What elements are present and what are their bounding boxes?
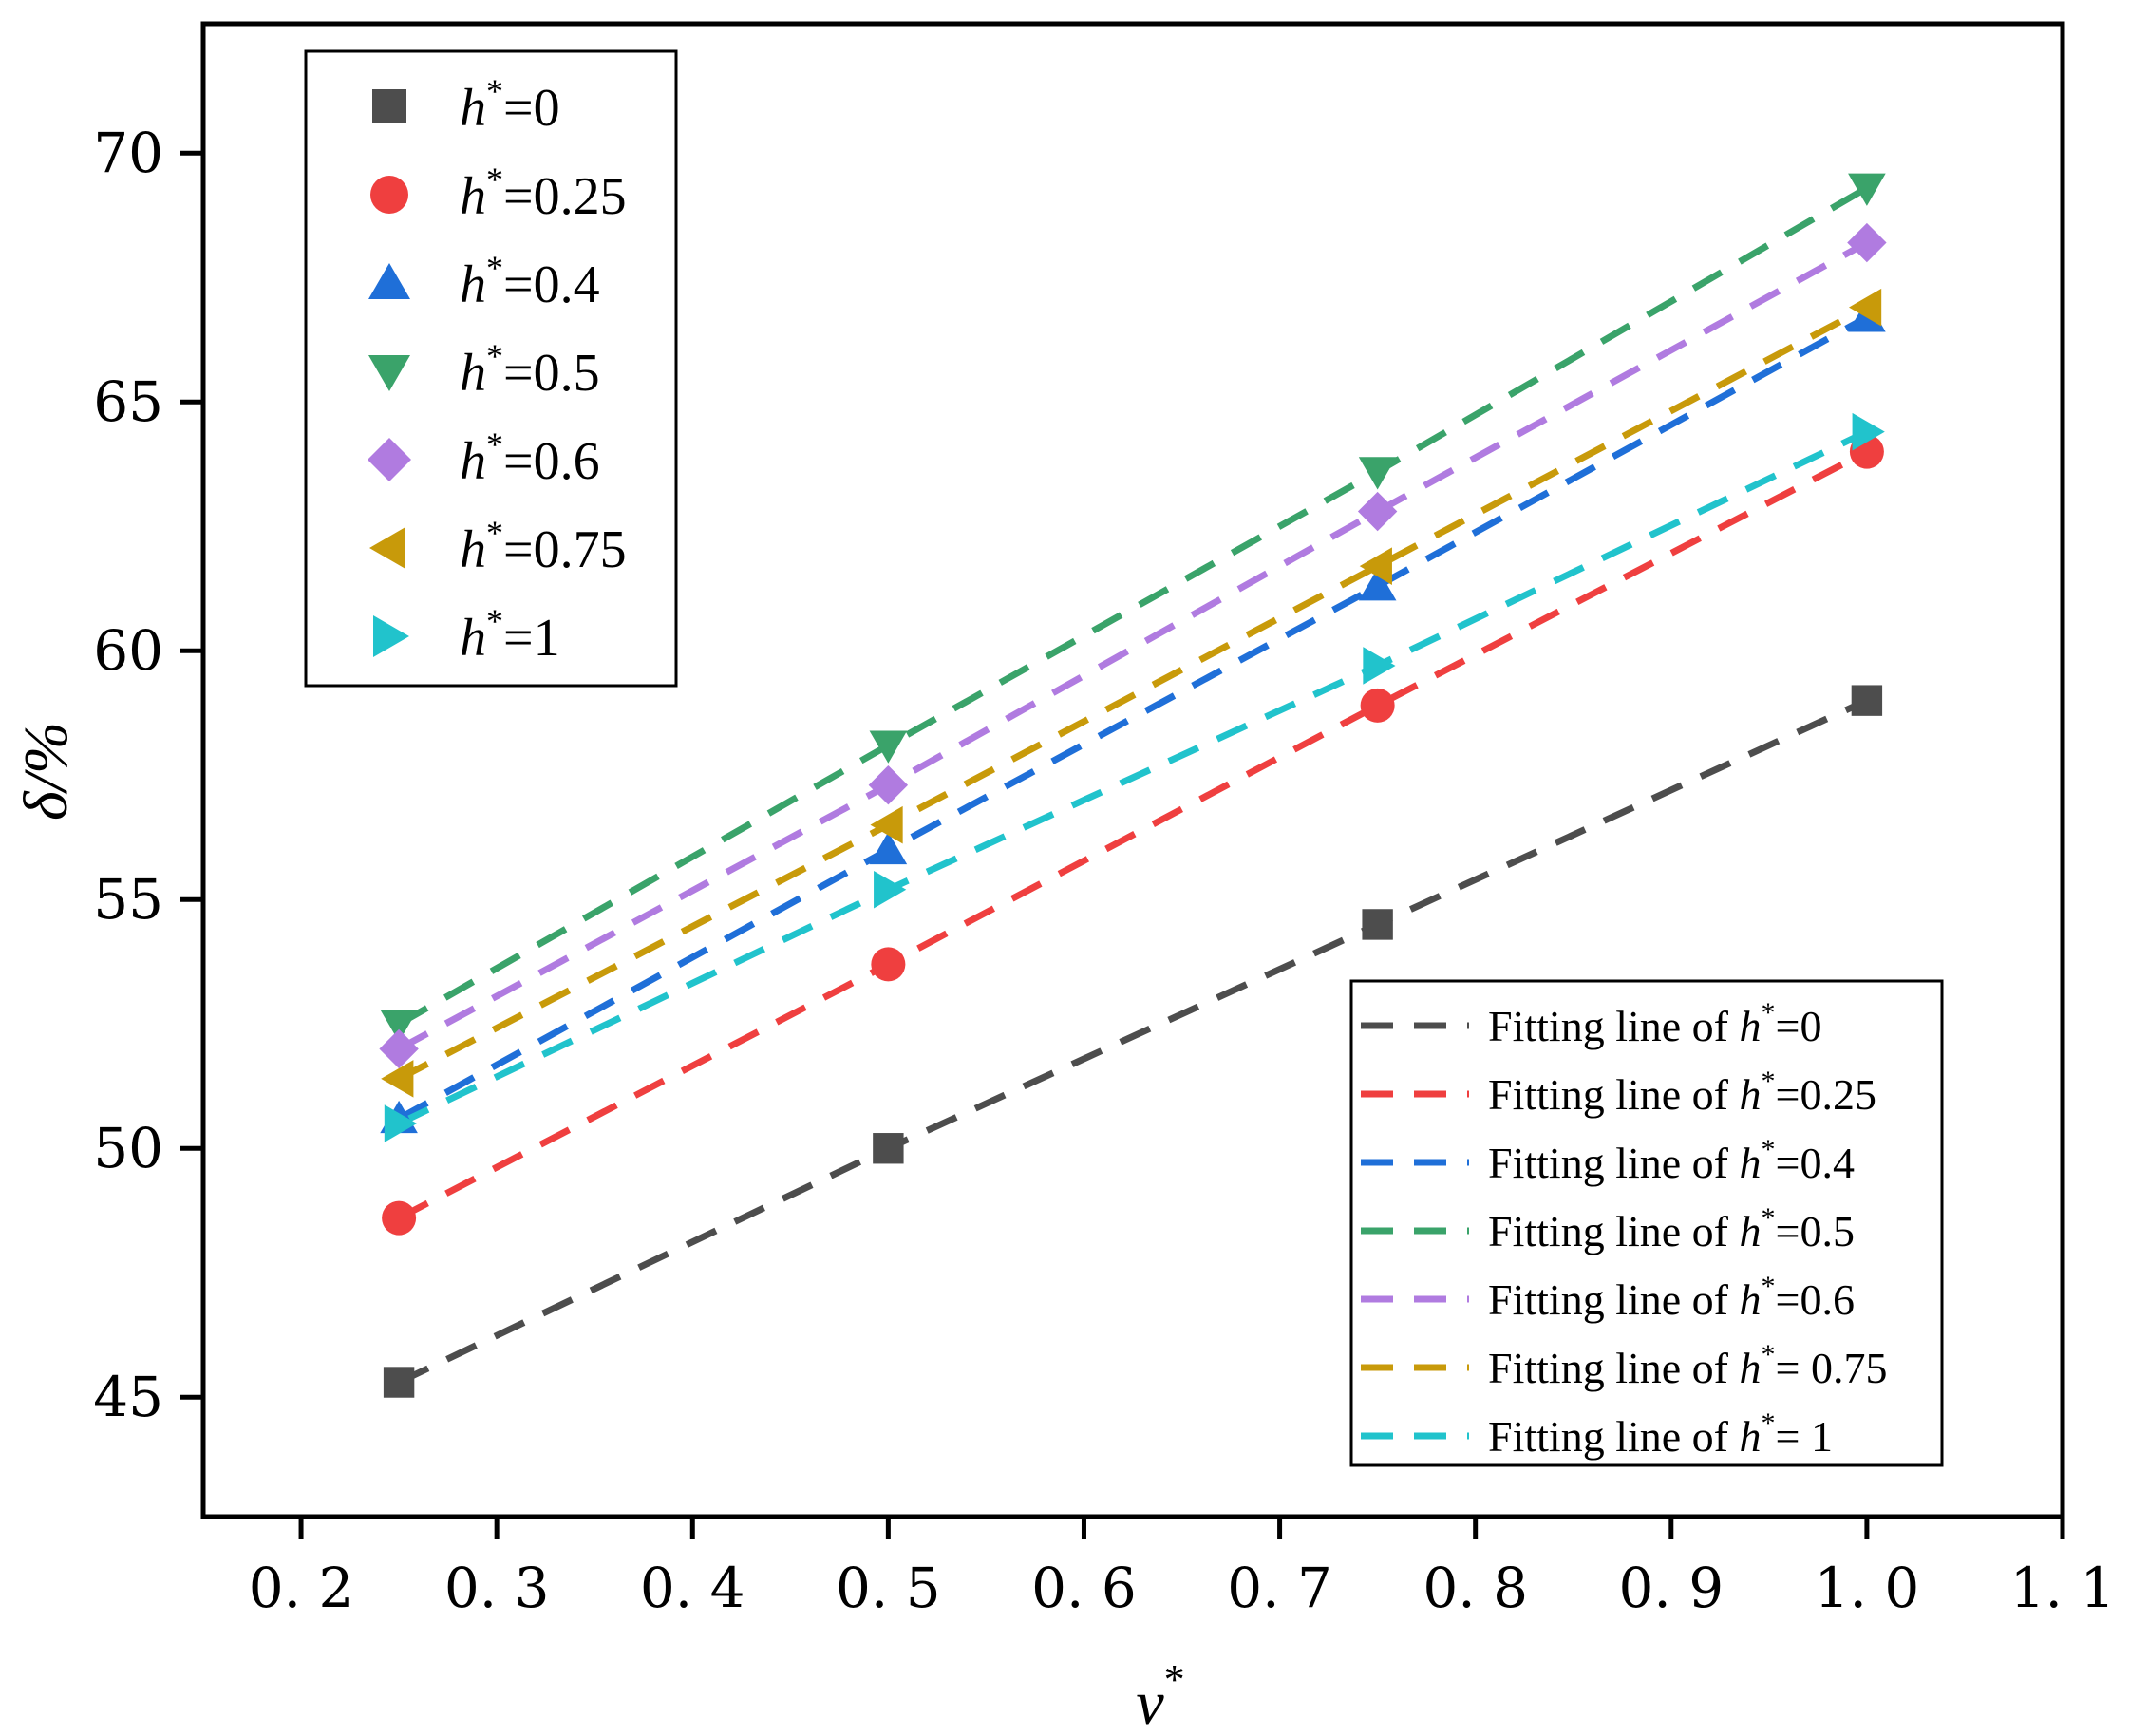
y-tick-label: 65 bbox=[93, 369, 163, 434]
legend-markers: h*=0 h*=0.25 h*=0.4 h*=0.5 h*=0.6 h*=0.75 h*=1 bbox=[304, 49, 678, 688]
data-markers bbox=[379, 173, 1887, 1398]
data-point bbox=[381, 1060, 414, 1098]
data-point bbox=[874, 870, 907, 909]
data-point bbox=[1852, 412, 1885, 451]
data-point bbox=[384, 1104, 418, 1142]
legend-label: h*=0 bbox=[460, 72, 560, 138]
data-point bbox=[1357, 491, 1398, 532]
legend-label: h*=0.25 bbox=[460, 160, 627, 226]
fit-line bbox=[397, 239, 1869, 1052]
x-tick-label: 0. 3 bbox=[444, 1556, 550, 1620]
legend-label: h*=0.4 bbox=[460, 249, 600, 314]
data-point bbox=[380, 1009, 418, 1043]
y-tick-label: 50 bbox=[93, 1116, 163, 1180]
legend-markers-frame bbox=[304, 49, 678, 688]
x-tick-label: 1. 0 bbox=[1815, 1556, 1920, 1620]
data-point bbox=[868, 765, 909, 805]
data-point bbox=[1358, 568, 1397, 601]
data-point bbox=[383, 1367, 415, 1398]
x-tick-label: 0. 8 bbox=[1423, 1556, 1528, 1620]
x-tick-label: 0. 4 bbox=[640, 1556, 745, 1620]
fit-lines bbox=[397, 184, 1869, 1386]
data-point bbox=[871, 947, 906, 982]
y-tick-label: 45 bbox=[93, 1365, 163, 1429]
data-point bbox=[1363, 647, 1396, 685]
data-point bbox=[869, 730, 908, 764]
fit-line bbox=[397, 314, 1869, 1122]
legend-marker bbox=[368, 263, 410, 299]
legend-marker bbox=[373, 615, 409, 657]
x-tick-label: 0. 9 bbox=[1618, 1556, 1724, 1620]
data-point bbox=[379, 1028, 419, 1069]
legend-fit-label: Fitting line of h*=0.4 bbox=[1488, 1134, 1855, 1187]
fit-line bbox=[397, 184, 1869, 1028]
data-point bbox=[1360, 688, 1395, 723]
data-point bbox=[869, 831, 908, 865]
legend-fits-frame bbox=[1349, 979, 1944, 1467]
legend-marker bbox=[370, 176, 408, 214]
data-point bbox=[1848, 173, 1886, 206]
legend-marker bbox=[368, 355, 410, 391]
data-point bbox=[382, 1200, 417, 1236]
legend-marker bbox=[372, 89, 406, 123]
data-point bbox=[1358, 457, 1397, 490]
x-axis-label: v* bbox=[1136, 1656, 1184, 1736]
x-tick-label: 0. 5 bbox=[836, 1556, 941, 1620]
legend-fit-label: Fitting line of h*= 1 bbox=[1488, 1407, 1833, 1461]
legend-label: h*=0.5 bbox=[460, 337, 600, 403]
x-axis: 0. 2 0. 3 0. 4 0. 5 0. 6 0. 7 0. 8 0. 9 1. 0 1. 1 bbox=[249, 1517, 2116, 1620]
y-tick-label: 70 bbox=[93, 121, 163, 185]
legend-fit-label: Fitting line of h*=0.6 bbox=[1488, 1271, 1855, 1324]
data-point bbox=[1851, 685, 1883, 716]
legend-label: h*=1 bbox=[460, 602, 560, 668]
data-point bbox=[1847, 222, 1887, 263]
data-point bbox=[870, 805, 903, 844]
fit-line bbox=[397, 448, 1869, 1221]
y-axis-label: δ/% bbox=[11, 722, 81, 821]
fit-line bbox=[397, 304, 1869, 1082]
y-axis: 45 50 55 60 65 70 bbox=[93, 121, 203, 1429]
y-tick-label: 55 bbox=[93, 867, 163, 932]
legend-label: h*=0.75 bbox=[460, 514, 627, 579]
x-tick-label: 1. 1 bbox=[2010, 1556, 2116, 1620]
data-point bbox=[1848, 288, 1882, 327]
data-point bbox=[1359, 547, 1392, 585]
data-point bbox=[1362, 909, 1393, 940]
legend-marker bbox=[369, 527, 405, 569]
fit-line bbox=[397, 697, 1869, 1386]
x-tick-label: 0. 6 bbox=[1031, 1556, 1137, 1620]
legend-fit-label: Fitting line of h*= 0.75 bbox=[1488, 1339, 1887, 1392]
legend-label: h*=0.6 bbox=[460, 425, 600, 491]
data-point bbox=[873, 1133, 904, 1164]
legend-marker bbox=[368, 438, 411, 481]
x-tick-label: 0. 2 bbox=[249, 1556, 354, 1620]
legend-fit-label: Fitting line of h*=0 bbox=[1488, 997, 1821, 1050]
x-tick-label: 0. 7 bbox=[1227, 1556, 1332, 1620]
y-tick-label: 60 bbox=[93, 618, 163, 683]
legend-fit-label: Fitting line of h*=0.5 bbox=[1488, 1202, 1855, 1255]
fit-line bbox=[397, 428, 1869, 1127]
plot-frame bbox=[200, 21, 2065, 1519]
legend-fits: Fitting line of h*=0 Fitting line of h*=0… bbox=[1349, 979, 1944, 1467]
legend-fit-label: Fitting line of h*=0.25 bbox=[1488, 1066, 1876, 1119]
